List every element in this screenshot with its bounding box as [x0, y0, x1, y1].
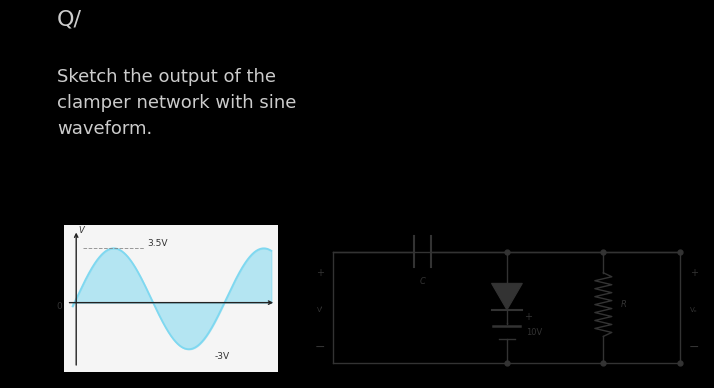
Text: Vₒ: Vₒ	[690, 307, 698, 313]
Text: 0: 0	[56, 302, 62, 311]
Text: 3.5V: 3.5V	[148, 239, 168, 248]
Text: 10V: 10V	[526, 328, 543, 337]
Text: +: +	[524, 312, 533, 322]
Text: +: +	[690, 268, 698, 278]
Text: Q/: Q/	[57, 9, 82, 29]
Text: −: −	[689, 341, 699, 353]
Polygon shape	[491, 283, 523, 310]
Text: +: +	[316, 268, 324, 278]
Text: Sketch the output of the
clamper network with sine
waveform.: Sketch the output of the clamper network…	[57, 68, 296, 138]
Text: V: V	[79, 226, 84, 235]
Text: Vᴵ: Vᴵ	[317, 307, 323, 313]
Text: -3V: -3V	[214, 352, 229, 360]
Text: −: −	[315, 341, 325, 353]
Text: C: C	[419, 277, 425, 286]
Text: R: R	[620, 300, 627, 309]
